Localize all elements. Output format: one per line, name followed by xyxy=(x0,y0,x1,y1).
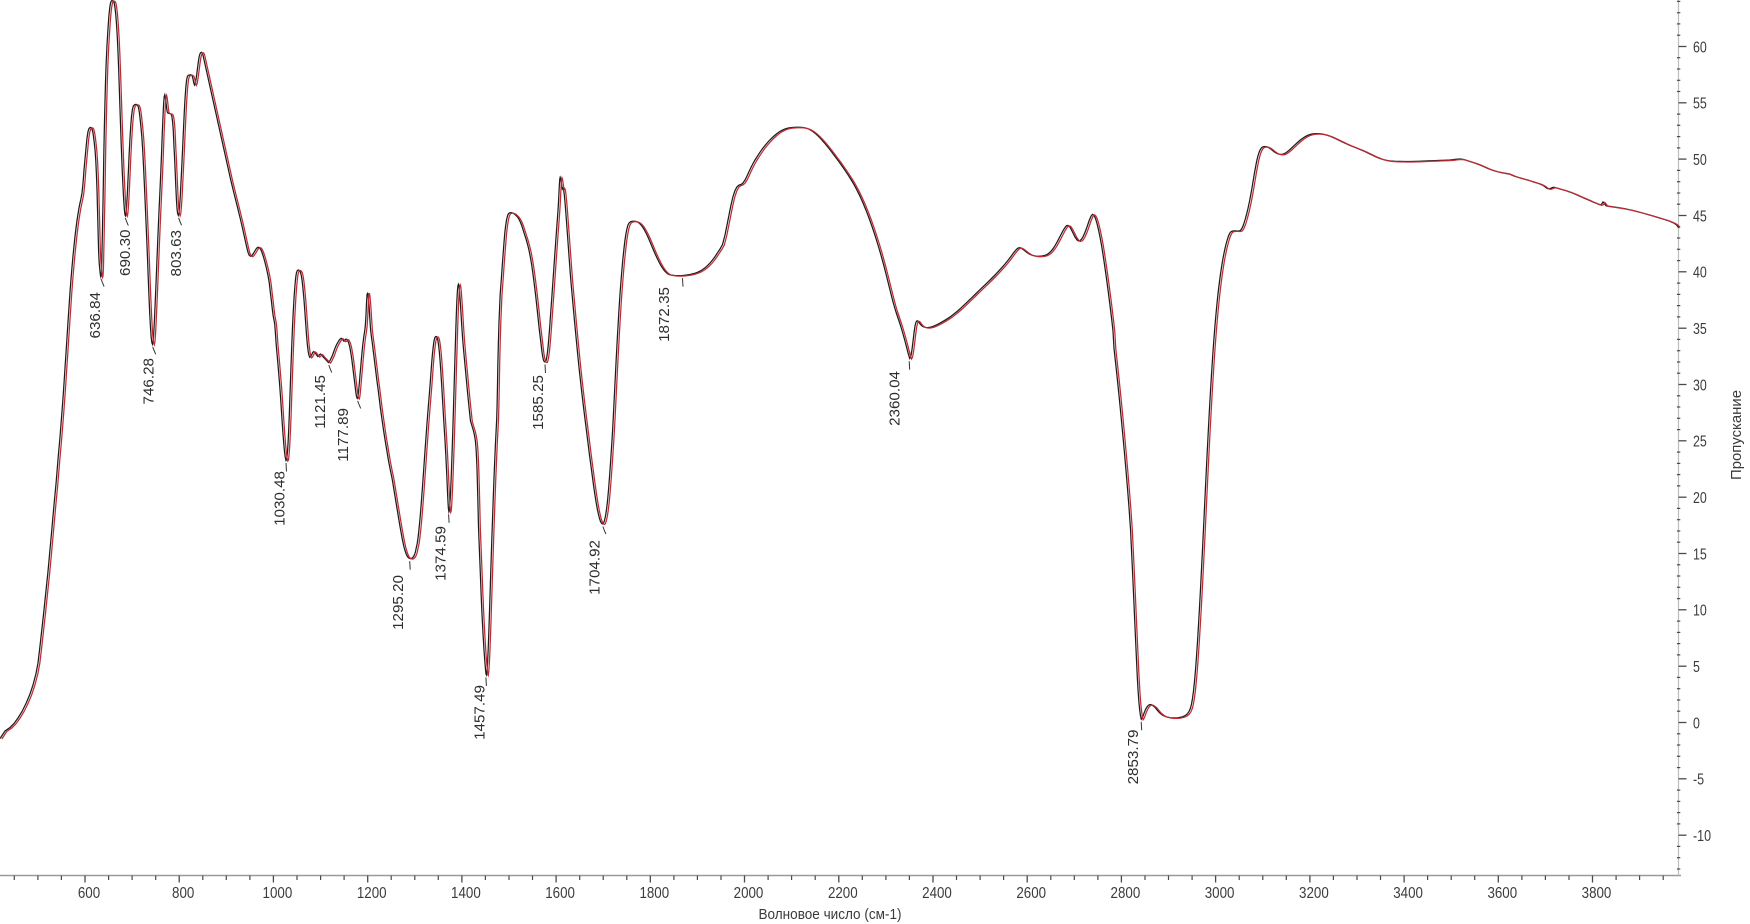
svg-text:600: 600 xyxy=(78,885,100,902)
svg-text:1121.45: 1121.45 xyxy=(312,375,329,429)
svg-text:636.84: 636.84 xyxy=(87,292,104,338)
svg-text:25: 25 xyxy=(1693,434,1707,451)
svg-text:30: 30 xyxy=(1693,377,1707,394)
svg-text:50: 50 xyxy=(1693,152,1707,169)
svg-text:1400: 1400 xyxy=(451,885,481,902)
svg-text:15: 15 xyxy=(1693,546,1707,563)
svg-text:2200: 2200 xyxy=(828,885,858,902)
svg-text:2800: 2800 xyxy=(1111,885,1141,902)
svg-text:3600: 3600 xyxy=(1487,885,1517,902)
svg-text:1457.49: 1457.49 xyxy=(471,685,488,740)
svg-text:800: 800 xyxy=(172,885,194,902)
svg-text:35: 35 xyxy=(1693,321,1707,338)
svg-text:20: 20 xyxy=(1693,490,1707,507)
svg-text:55: 55 xyxy=(1693,96,1707,113)
svg-text:1600: 1600 xyxy=(545,885,575,902)
svg-text:Волновое число (см-1): Волновое число (см-1) xyxy=(759,907,902,923)
svg-text:3800: 3800 xyxy=(1582,885,1612,902)
svg-text:1374.59: 1374.59 xyxy=(432,526,449,581)
svg-text:690.30: 690.30 xyxy=(117,230,134,276)
svg-text:1800: 1800 xyxy=(639,885,669,902)
svg-text:1585.25: 1585.25 xyxy=(530,375,547,430)
svg-text:-10: -10 xyxy=(1693,828,1711,845)
svg-text:1030.48: 1030.48 xyxy=(272,471,289,526)
svg-text:803.63: 803.63 xyxy=(168,230,185,276)
svg-text:2853.79: 2853.79 xyxy=(1125,730,1142,785)
svg-text:746.28: 746.28 xyxy=(140,358,157,404)
svg-text:40: 40 xyxy=(1693,265,1707,282)
svg-text:1177.89: 1177.89 xyxy=(335,408,352,462)
svg-text:3000: 3000 xyxy=(1205,885,1235,902)
svg-text:0: 0 xyxy=(1693,715,1700,732)
svg-text:2000: 2000 xyxy=(734,885,764,902)
svg-text:1200: 1200 xyxy=(357,885,387,902)
svg-text:1704.92: 1704.92 xyxy=(586,540,603,595)
svg-text:1872.35: 1872.35 xyxy=(656,287,673,342)
svg-text:-5: -5 xyxy=(1693,772,1704,789)
svg-text:2400: 2400 xyxy=(922,885,952,902)
svg-text:45: 45 xyxy=(1693,208,1707,225)
svg-text:60: 60 xyxy=(1693,39,1707,56)
svg-text:1000: 1000 xyxy=(263,885,293,902)
svg-text:2600: 2600 xyxy=(1016,885,1046,902)
svg-text:2360.04: 2360.04 xyxy=(886,371,903,426)
svg-text:3200: 3200 xyxy=(1299,885,1329,902)
svg-text:Пропускание: Пропускание xyxy=(1729,390,1745,480)
svg-text:3400: 3400 xyxy=(1393,885,1423,902)
svg-text:1295.20: 1295.20 xyxy=(390,575,407,630)
svg-text:10: 10 xyxy=(1693,603,1707,620)
svg-text:5: 5 xyxy=(1693,659,1700,676)
